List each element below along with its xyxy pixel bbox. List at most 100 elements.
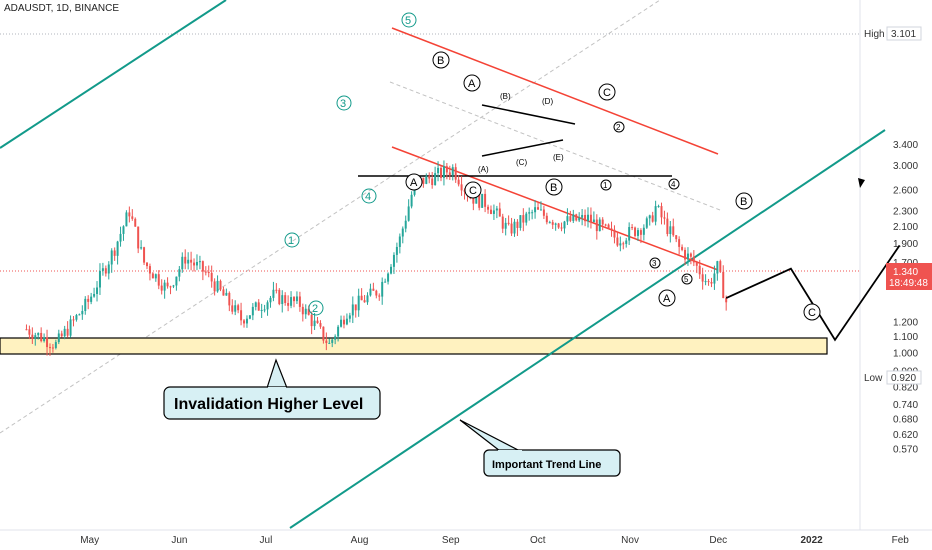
candle-body bbox=[237, 305, 240, 311]
candle-body bbox=[401, 228, 404, 237]
candle-body bbox=[357, 295, 360, 311]
candle-body bbox=[404, 220, 407, 229]
price-tick-0: 3.400 bbox=[893, 140, 918, 151]
candle-body bbox=[587, 214, 589, 222]
candle-body bbox=[666, 218, 669, 234]
candle-body bbox=[228, 292, 231, 306]
candle-body bbox=[601, 219, 604, 225]
low-value: 0.920 bbox=[891, 373, 916, 384]
dashed-target-line bbox=[389, 81, 721, 211]
high-label: High bbox=[864, 29, 885, 40]
candle-body bbox=[337, 326, 340, 337]
candle-body bbox=[598, 219, 601, 232]
triangle-label-A: (A) bbox=[478, 165, 489, 174]
candle-body bbox=[25, 329, 28, 331]
candle-body bbox=[519, 215, 522, 228]
candle-body bbox=[531, 212, 534, 214]
candle-body bbox=[104, 268, 107, 274]
candle-body bbox=[216, 280, 219, 292]
candle-body bbox=[578, 217, 581, 221]
last-price-value: 1.340 bbox=[893, 267, 918, 278]
candle-body bbox=[460, 184, 463, 191]
corrective-wave-labels: A B A B C C A B C bbox=[405, 51, 821, 321]
candle-body bbox=[475, 193, 478, 204]
candle-body bbox=[163, 282, 166, 291]
forecast-path bbox=[725, 244, 901, 342]
price-tick-3: 2.300 bbox=[893, 206, 918, 217]
triangle-label-B: (B) bbox=[500, 92, 511, 101]
candle-body bbox=[657, 206, 660, 208]
candle-body bbox=[245, 318, 248, 324]
wave-label-B1: B bbox=[437, 55, 444, 67]
channel-upper-line bbox=[391, 27, 719, 155]
time-tick-7: Dec bbox=[709, 535, 727, 546]
candle-body bbox=[342, 319, 345, 325]
support-zone bbox=[0, 337, 828, 355]
candle-body bbox=[634, 227, 637, 236]
candle-body bbox=[178, 269, 181, 277]
time-tick-8: 2022 bbox=[801, 535, 824, 546]
candle-body bbox=[560, 227, 563, 229]
candle-body bbox=[75, 315, 78, 320]
candle-body bbox=[122, 226, 125, 234]
candle-body bbox=[454, 167, 457, 180]
candle-body bbox=[175, 276, 178, 286]
candle-body bbox=[395, 246, 398, 255]
candle-body bbox=[495, 208, 498, 211]
candle-body bbox=[248, 315, 251, 319]
candle-body bbox=[66, 328, 69, 336]
candle-body bbox=[589, 214, 592, 223]
candle-body bbox=[96, 287, 99, 294]
candle-body bbox=[442, 166, 445, 178]
price-tick-5: 1.900 bbox=[893, 239, 918, 250]
candle-body bbox=[37, 332, 40, 336]
candle-body bbox=[489, 209, 492, 214]
candle-body bbox=[575, 214, 578, 221]
candle-body bbox=[492, 210, 495, 214]
candle-body bbox=[225, 292, 228, 296]
triangle-label-E: (E) bbox=[553, 153, 564, 162]
symbol-title: ADAUSDT, 1D, BINANCE bbox=[4, 3, 120, 14]
candle-body bbox=[684, 249, 687, 260]
high-value: 3.101 bbox=[891, 29, 916, 40]
candle-body bbox=[648, 215, 651, 219]
last-price-tag bbox=[886, 263, 932, 290]
candle-body bbox=[537, 207, 540, 210]
candle-body bbox=[181, 256, 184, 270]
candle-body bbox=[398, 236, 401, 247]
candle-body bbox=[710, 282, 713, 284]
candle-body bbox=[581, 214, 584, 218]
candle-body bbox=[487, 206, 490, 210]
candle-body bbox=[93, 293, 96, 297]
candle-body bbox=[260, 309, 263, 311]
candle-body bbox=[557, 223, 560, 228]
candlestick-series bbox=[25, 160, 728, 356]
candle-body bbox=[48, 347, 51, 349]
candle-body bbox=[137, 226, 140, 249]
candle-body bbox=[410, 194, 413, 207]
candle-body bbox=[28, 329, 31, 335]
wave-label-C3: C bbox=[808, 307, 816, 319]
wave-label-C1: C bbox=[469, 185, 477, 197]
dashed-guide-line bbox=[0, 0, 661, 434]
candle-body bbox=[542, 209, 545, 216]
candle-body bbox=[295, 296, 298, 302]
candle-body bbox=[240, 310, 243, 321]
triangle-label-C: (C) bbox=[516, 158, 527, 167]
candle-body bbox=[204, 271, 207, 273]
trend-line-callout: Important Trend Line bbox=[459, 419, 621, 477]
candle-body bbox=[166, 282, 169, 287]
candle-body bbox=[272, 289, 275, 298]
candle-body bbox=[198, 261, 201, 263]
candle-body bbox=[425, 176, 428, 184]
candle-body bbox=[604, 224, 607, 226]
candle-body bbox=[293, 297, 295, 302]
subwave-labels: 1 2 3 4 5 bbox=[600, 121, 693, 285]
candle-body bbox=[131, 216, 134, 219]
candle-body bbox=[669, 226, 672, 234]
candle-body bbox=[625, 240, 628, 244]
candle-body bbox=[281, 295, 284, 305]
candle-body bbox=[51, 347, 54, 349]
candle-body bbox=[257, 302, 260, 311]
